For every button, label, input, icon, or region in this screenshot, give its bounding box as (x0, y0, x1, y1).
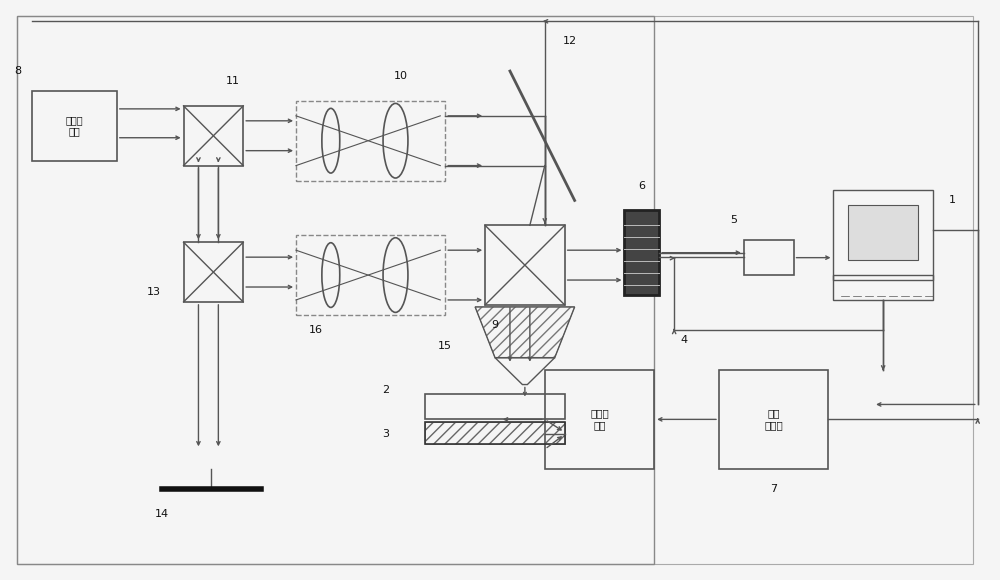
Text: 5: 5 (730, 215, 737, 226)
Text: 2: 2 (382, 385, 389, 394)
FancyBboxPatch shape (848, 205, 918, 260)
Text: 8: 8 (14, 66, 21, 76)
Text: 9: 9 (491, 320, 499, 330)
Text: 14: 14 (155, 509, 169, 519)
FancyBboxPatch shape (624, 211, 659, 295)
Text: 1: 1 (949, 195, 956, 205)
Text: 波形
发生器: 波形 发生器 (764, 408, 783, 430)
Text: 15: 15 (438, 340, 452, 351)
Text: 13: 13 (147, 287, 161, 297)
Text: 10: 10 (393, 71, 407, 81)
Text: 功率放
大器: 功率放 大器 (590, 408, 609, 430)
Text: 7: 7 (770, 484, 777, 494)
Text: 11: 11 (226, 76, 240, 86)
Text: 12: 12 (563, 36, 577, 46)
Text: 3: 3 (382, 429, 389, 439)
Text: 4: 4 (681, 335, 688, 345)
Text: 6: 6 (638, 180, 645, 190)
Text: 脉冲激
光器: 脉冲激 光器 (66, 115, 83, 137)
Text: 16: 16 (309, 325, 323, 335)
